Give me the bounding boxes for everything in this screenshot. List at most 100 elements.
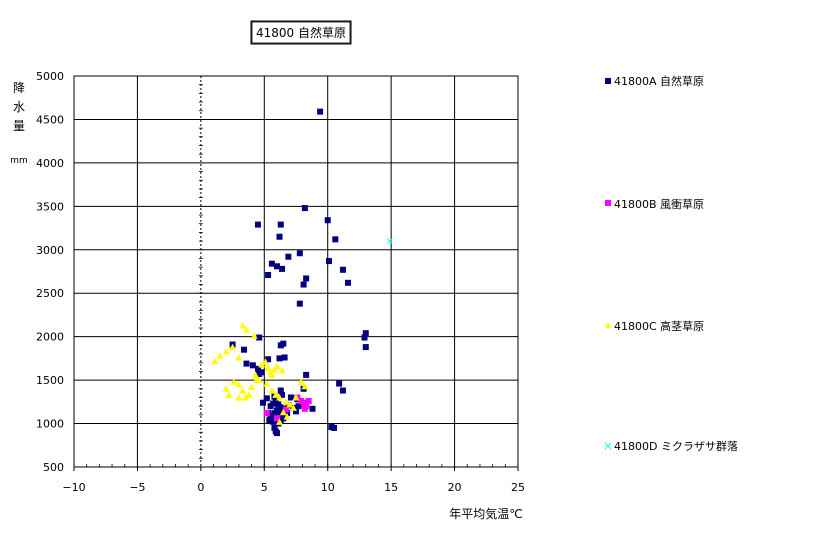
data-point xyxy=(277,387,284,394)
data-point xyxy=(339,266,346,273)
data-point xyxy=(283,413,291,420)
series-3-points xyxy=(211,321,309,425)
data-point xyxy=(273,263,280,270)
data-point xyxy=(268,371,276,378)
data-point xyxy=(286,400,294,408)
data-point xyxy=(277,404,284,411)
legend-marker-b xyxy=(605,200,611,206)
data-point xyxy=(253,375,261,383)
data-point xyxy=(292,393,300,401)
y-tick-label: 1000 xyxy=(36,418,64,431)
y-tick-label: 3500 xyxy=(36,200,64,213)
data-point xyxy=(230,378,238,385)
data-point xyxy=(296,250,303,257)
data-point xyxy=(285,253,292,260)
legend-label-a: 41800A 自然草原 xyxy=(614,74,704,88)
data-point xyxy=(264,364,272,371)
y-tick-label: 4500 xyxy=(36,113,64,126)
data-point xyxy=(345,279,352,286)
y-axis-unit: mm xyxy=(10,156,28,166)
data-point xyxy=(258,360,266,368)
legend-item-b: 41800B 風衝草原 xyxy=(605,197,704,211)
x-tick-label: 20 xyxy=(448,481,462,494)
legend-item-d: 41800D ミクラザサ群落 xyxy=(604,439,738,453)
y-tick-label: 500 xyxy=(43,461,64,474)
data-point xyxy=(287,394,294,401)
data-point xyxy=(239,387,247,394)
data-point xyxy=(251,371,259,378)
data-point xyxy=(301,382,309,390)
axes xyxy=(73,75,519,471)
legend: 41800A 自然草原 41800B 風衝草原 41800C 高茎草原 4180… xyxy=(604,74,738,453)
data-point xyxy=(278,367,286,374)
data-point xyxy=(282,398,290,405)
legend-label-c: 41800C 高茎草原 xyxy=(614,319,704,333)
data-point xyxy=(293,408,299,415)
data-point xyxy=(271,424,278,431)
data-point xyxy=(263,395,270,402)
data-point xyxy=(273,430,280,437)
data-point xyxy=(240,346,247,353)
data-point xyxy=(324,217,331,224)
data-point xyxy=(362,344,369,351)
data-point xyxy=(276,418,284,425)
data-point xyxy=(309,405,316,412)
data-point xyxy=(235,380,243,388)
y-tick-label: 2000 xyxy=(36,331,64,344)
data-point xyxy=(265,271,272,278)
data-point xyxy=(263,410,270,417)
data-point xyxy=(303,275,310,282)
y-axis-title-char-2: 水 xyxy=(13,100,25,114)
x-tick-label: 25 xyxy=(511,481,525,494)
data-point xyxy=(245,391,253,398)
data-point xyxy=(296,300,303,307)
tick-labels: −10 −5 0 5 10 15 20 25 500 1000 1500 2000 2500 3000 35… xyxy=(36,70,525,494)
chart-title: 41800 自然草原 xyxy=(256,25,346,40)
y-tick-label: 5000 xyxy=(36,70,64,83)
y-axis-title-char-1: 降 xyxy=(13,81,25,95)
data-point xyxy=(276,393,284,401)
data-point xyxy=(281,354,288,361)
data-point xyxy=(256,371,263,378)
data-point xyxy=(267,412,274,419)
y-axis-title: 降 水 量 mm xyxy=(10,81,28,166)
x-tick-label: 0 xyxy=(197,481,204,494)
data-point xyxy=(249,362,256,369)
data-point xyxy=(243,326,251,333)
data-point xyxy=(331,424,338,431)
data-point xyxy=(265,356,272,363)
data-point xyxy=(268,387,276,394)
y-tick-label: 2500 xyxy=(36,287,64,300)
chart-title-box: 41800 自然草原 xyxy=(250,20,352,45)
data-points xyxy=(211,108,393,437)
data-point xyxy=(276,233,283,240)
data-point xyxy=(279,265,286,272)
data-point xyxy=(256,334,263,341)
data-point xyxy=(305,397,312,404)
x-tick-label: 15 xyxy=(384,481,398,494)
data-point xyxy=(266,417,273,424)
legend-label-d: 41800D ミクラザサ群落 xyxy=(614,439,738,453)
data-point xyxy=(317,108,324,115)
data-point xyxy=(268,260,275,267)
data-point xyxy=(254,221,261,228)
x-tick-label: −5 xyxy=(129,481,145,494)
data-point xyxy=(280,415,287,422)
y-tick-label: 1500 xyxy=(36,374,64,387)
data-point xyxy=(260,399,267,406)
x-axis-title: 年平均気温℃ xyxy=(449,506,522,521)
data-point xyxy=(243,360,250,367)
series-4-points xyxy=(387,238,393,244)
data-point xyxy=(336,380,343,387)
data-point xyxy=(295,403,302,410)
data-point xyxy=(282,406,289,413)
legend-item-c: 41800C 高茎草原 xyxy=(605,319,704,333)
data-point xyxy=(301,205,308,212)
data-point xyxy=(211,357,219,364)
data-point xyxy=(262,358,270,365)
y-tick-label: 4000 xyxy=(36,157,64,170)
legend-marker-c xyxy=(605,322,611,328)
data-point xyxy=(300,399,307,406)
data-point xyxy=(303,371,310,378)
